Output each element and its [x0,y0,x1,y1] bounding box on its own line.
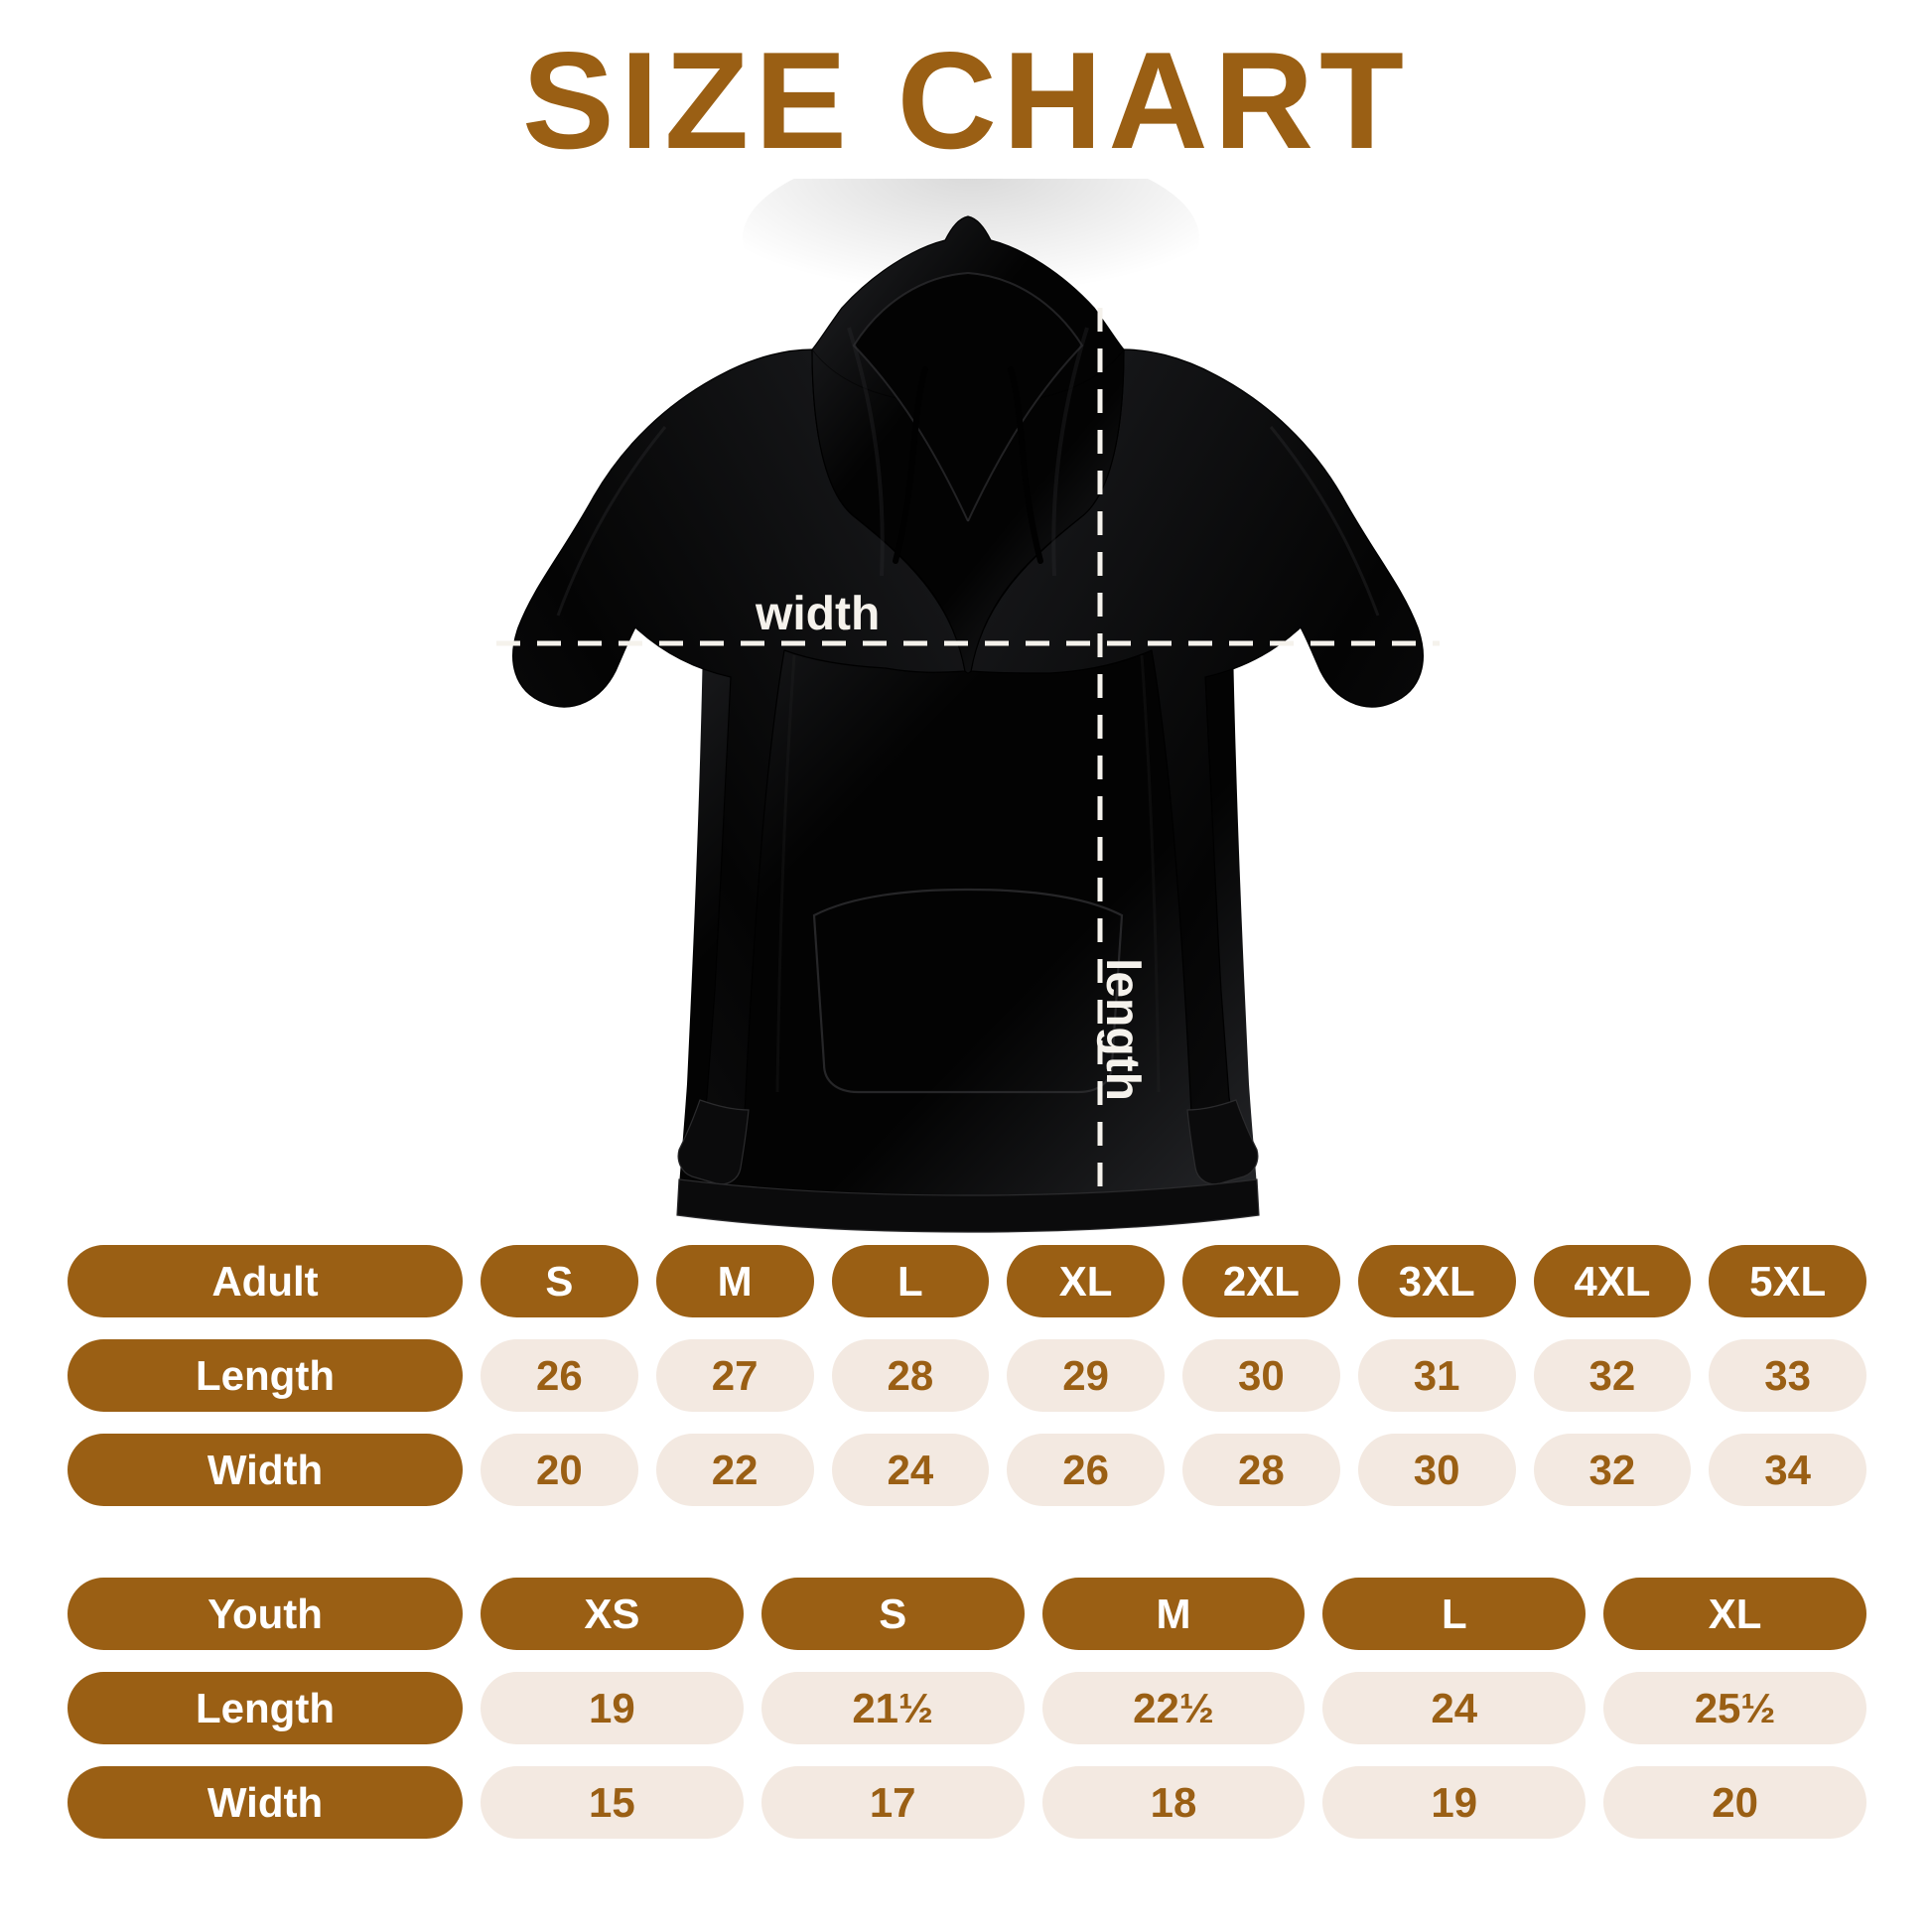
svg-text:width: width [755,588,880,640]
